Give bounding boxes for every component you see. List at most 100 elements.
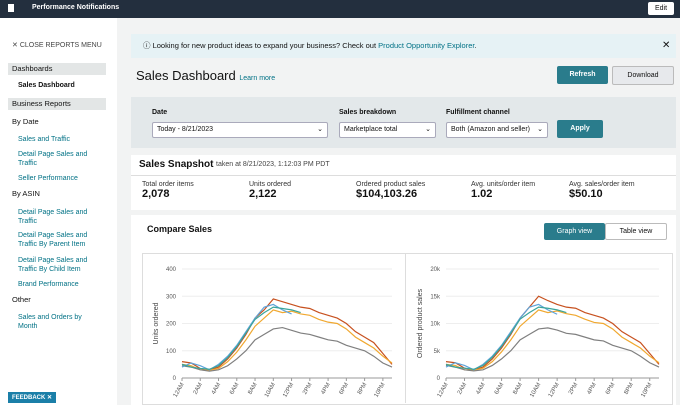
series-line xyxy=(181,306,301,370)
y-tick-label: 15k xyxy=(430,294,441,300)
y-tick-label: 0 xyxy=(437,376,441,382)
y-tick-label: 5k xyxy=(434,349,441,355)
y-axis-label: Units ordered xyxy=(153,302,160,344)
x-tick-label: 4PM xyxy=(320,382,331,396)
x-tick-label: 6PM xyxy=(339,382,350,396)
y-tick-label: 100 xyxy=(166,349,177,355)
table-view[interactable]: Table view xyxy=(605,223,667,240)
menu-item[interactable]: Sales and Orders by Month xyxy=(18,314,82,330)
feedback-text[interactable]: FEEDBACK xyxy=(12,395,46,401)
filter-select[interactable]: Both (Amazon and seller) ⌄ xyxy=(446,122,548,138)
metric: Total order items 2,078 xyxy=(142,181,194,200)
filter-label: Fulfillment channel xyxy=(446,109,510,116)
filter-value[interactable]: Both (Amazon and seller) xyxy=(451,126,530,133)
x-tick-label: 6PM xyxy=(605,382,616,396)
metric-value: 2,122 xyxy=(249,188,277,200)
snapshot-time: taken at 8/21/2023, 1:12:03 PM PDT xyxy=(216,161,330,168)
feedback[interactable]: FEEDBACK ✕ xyxy=(8,392,57,403)
menu-item[interactable]: Detail Page Sales and Traffic By Parent … xyxy=(18,232,88,248)
metric-label: Avg. units/order item xyxy=(471,181,536,188)
menu-group: By ASIN xyxy=(12,189,40,198)
menu-group: By Date xyxy=(12,117,39,126)
close-text[interactable]: CLOSE REPORTS MENU xyxy=(19,42,102,49)
x-tick-label: 10PM xyxy=(374,382,387,399)
filter-value[interactable]: Today - 8/21/2023 xyxy=(157,126,214,133)
metric-label: Ordered product sales xyxy=(356,181,426,188)
close-banner[interactable]: ✕ xyxy=(662,40,671,51)
filter-label: Sales breakdown xyxy=(339,109,397,116)
metric: Avg. sales/order item $50.10 xyxy=(569,181,635,200)
apply-button[interactable]: Apply xyxy=(557,120,603,138)
x-tick-label: 10AM xyxy=(264,382,277,399)
banner: ⓘ Looking for new product ideas to expan… xyxy=(131,34,676,58)
y-tick-label: 300 xyxy=(166,294,177,300)
menu-item[interactable]: Seller Performance xyxy=(18,175,78,182)
x-tick-label: 8AM xyxy=(512,382,523,396)
y-axis-label: Ordered product sales xyxy=(417,288,424,358)
x-tick-label: 10PM xyxy=(640,382,653,399)
series-line xyxy=(181,303,292,371)
metric-value: 1.02 xyxy=(471,188,493,200)
menu-item[interactable]: Dashboards xyxy=(8,63,106,75)
chart: 0 100 200 300 400 Units ordered 12AM 2AM 4AM 6AM 8… xyxy=(153,267,393,399)
banner-end: . xyxy=(474,41,477,50)
series-line xyxy=(181,326,393,372)
filter-value[interactable]: Marketplace total xyxy=(344,126,398,133)
snapshot: Sales Snapshot taken at 8/21/2023, 1:12:… xyxy=(131,155,676,210)
x-tick-label: 8PM xyxy=(624,382,635,396)
banner-link[interactable]: Product Opportunity Explorer xyxy=(378,41,475,50)
x-tick-label: 12AM xyxy=(437,382,450,399)
x-tick-label: 8AM xyxy=(247,382,258,396)
menu-item[interactable]: Detail Page Sales and Traffic xyxy=(18,209,88,225)
menu-item[interactable]: Sales and Traffic xyxy=(18,136,71,143)
metric-value: $104,103.26 xyxy=(356,188,418,200)
divider xyxy=(131,175,676,176)
divider xyxy=(405,253,406,403)
y-tick-label: 0 xyxy=(173,376,177,382)
snapshot-title: Sales Snapshot xyxy=(139,159,214,170)
refresh-button[interactable]: Refresh xyxy=(557,66,608,84)
filter-select[interactable]: Today - 8/21/2023 ⌄ xyxy=(152,122,328,138)
compare-title: Compare Sales xyxy=(147,224,213,234)
x-tick-label: 2PM xyxy=(568,382,579,396)
x-tick-label: 6AM xyxy=(494,382,505,396)
menu-item[interactable]: Detail Page Sales and Traffic xyxy=(18,151,88,167)
title-text: Sales Dashboard xyxy=(136,68,236,83)
metric-label: Total order items xyxy=(142,181,194,188)
metric: Ordered product sales $104,103.26 xyxy=(356,181,425,200)
x-tick-label: 12PM xyxy=(548,382,561,399)
top-bar: Performance Notifications Edit xyxy=(0,0,680,18)
x-tick-label: 12AM xyxy=(173,382,186,399)
x-tick-label: 2AM xyxy=(457,382,468,396)
close-menu[interactable]: ✕ CLOSE REPORTS MENU xyxy=(12,42,102,49)
graph-view[interactable]: Graph view xyxy=(544,223,605,240)
menu-item[interactable]: Brand Performance xyxy=(18,281,79,288)
metric-value: $50.10 xyxy=(569,188,603,200)
x-tick-label: 4AM xyxy=(475,382,486,396)
edit-button[interactable]: Edit xyxy=(648,2,674,15)
metric-label: Avg. sales/order item xyxy=(569,181,635,188)
learn-more[interactable]: Learn more xyxy=(239,75,276,82)
x-tick-label: 4AM xyxy=(211,382,222,396)
banner-text: Looking for new product ideas to expand … xyxy=(152,41,377,50)
filter-select[interactable]: Marketplace total ⌄ xyxy=(339,122,436,138)
download-button[interactable]: Download xyxy=(612,66,674,85)
page-title: Sales Dashboard Learn more xyxy=(136,68,275,83)
x-tick-label: 6AM xyxy=(229,382,240,396)
top-title: Performance Notifications xyxy=(32,4,120,11)
series-line xyxy=(181,309,393,371)
menu-item[interactable]: Business Reports xyxy=(8,98,106,110)
filter-label: Date xyxy=(152,109,168,116)
x-tick-label: 2AM xyxy=(193,382,204,396)
metric-value: 2,078 xyxy=(142,188,170,200)
menu-item[interactable]: Sales Dashboard xyxy=(18,82,75,89)
compare-panel: Compare Sales Graph view Table view xyxy=(131,215,676,405)
series-line xyxy=(181,298,393,371)
icon xyxy=(8,4,14,12)
menu-item[interactable]: Detail Page Sales and Traffic By Child I… xyxy=(18,257,88,273)
sidebar: ✕ CLOSE REPORTS MENU Dashboards Sales Da… xyxy=(0,18,117,405)
x-tick-label: 10AM xyxy=(529,382,542,399)
y-tick-label: 400 xyxy=(166,267,177,273)
series-line xyxy=(445,306,567,370)
